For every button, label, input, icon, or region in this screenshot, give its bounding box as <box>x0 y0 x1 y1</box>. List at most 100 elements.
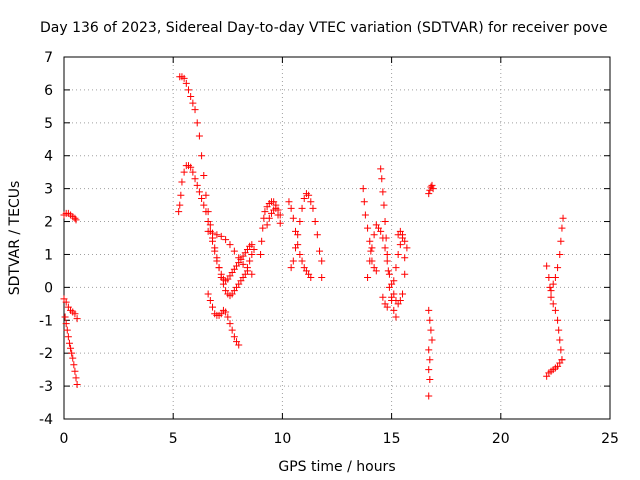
y-tick-label: 6 <box>44 83 53 99</box>
data-point <box>385 283 393 291</box>
y-tick-label: 7 <box>44 50 53 66</box>
data-point <box>307 198 315 206</box>
data-point <box>377 165 385 173</box>
series-arc-e <box>176 73 258 300</box>
data-point <box>265 214 273 222</box>
data-point <box>428 336 436 344</box>
data-point <box>296 250 304 258</box>
data-point <box>394 250 402 258</box>
data-point <box>425 190 433 198</box>
data-point <box>546 283 554 291</box>
data-point <box>383 303 391 311</box>
series-arc-p <box>547 214 567 295</box>
data-point <box>543 262 551 270</box>
y-tick-label: 4 <box>44 149 53 165</box>
data-point <box>69 354 77 362</box>
data-point <box>370 231 378 239</box>
data-point <box>381 244 389 252</box>
data-point <box>180 168 188 176</box>
series-arc-j <box>359 185 407 308</box>
y-tick-label: 1 <box>44 247 53 263</box>
data-point <box>311 218 319 226</box>
data-point <box>559 214 567 222</box>
data-point <box>558 224 566 232</box>
data-point <box>426 186 434 194</box>
data-point <box>425 392 433 400</box>
data-point <box>366 237 374 245</box>
data-point <box>276 219 284 227</box>
plot-frame <box>63 56 611 420</box>
data-point <box>298 257 306 265</box>
data-point <box>309 204 317 212</box>
data-point <box>366 257 374 265</box>
data-point <box>250 246 258 254</box>
data-point <box>259 224 267 232</box>
x-axis-label: GPS time / hours <box>278 459 395 475</box>
data-point <box>557 346 565 354</box>
x-tick-label: 5 <box>169 431 178 447</box>
data-point <box>287 204 295 212</box>
data-point <box>257 250 265 258</box>
data-point <box>379 188 387 196</box>
data-point <box>198 152 206 160</box>
data-point <box>202 191 210 199</box>
data-point <box>263 221 271 229</box>
data-point <box>368 244 376 252</box>
data-point <box>211 244 219 252</box>
series-arc-k <box>377 165 411 321</box>
y-tick-label: 5 <box>44 116 53 132</box>
data-point <box>222 308 230 316</box>
data-point <box>361 211 369 219</box>
data-point <box>316 247 324 255</box>
data-point <box>71 310 79 318</box>
grid <box>64 57 610 419</box>
data-point <box>360 198 368 206</box>
data-point <box>425 306 433 314</box>
data-point <box>217 232 225 240</box>
data-point <box>65 339 73 347</box>
data-point <box>555 326 563 334</box>
series-arc-h <box>257 198 284 258</box>
data-point <box>547 293 555 301</box>
data-point <box>73 380 81 388</box>
series-arc-f <box>204 290 243 349</box>
data-point <box>399 290 407 298</box>
data-point <box>551 273 559 281</box>
data-point <box>287 264 295 272</box>
data-point <box>384 267 392 275</box>
data-point <box>180 74 188 82</box>
data-point <box>222 236 230 244</box>
data-point <box>184 86 192 94</box>
data-point <box>67 344 75 352</box>
data-point <box>246 257 254 265</box>
data-point <box>71 367 79 375</box>
data-point <box>554 264 562 272</box>
x-tick-label: 0 <box>60 431 69 447</box>
data-point <box>226 320 234 328</box>
data-point <box>396 241 404 249</box>
data-point <box>187 163 195 171</box>
data-point <box>427 326 435 334</box>
data-point <box>292 244 300 252</box>
data-point <box>549 300 557 308</box>
data-point <box>381 218 389 226</box>
data-point <box>551 306 559 314</box>
data-point <box>61 313 69 321</box>
data-point <box>556 336 564 344</box>
data-point <box>429 185 437 193</box>
data-point <box>554 316 562 324</box>
data-point <box>217 273 225 281</box>
series-arc-a <box>60 209 80 224</box>
series-arc-c <box>61 313 81 388</box>
data-point <box>219 280 227 288</box>
data-point <box>392 264 400 272</box>
data-point <box>200 201 208 209</box>
data-point <box>204 227 212 235</box>
chart-title: Day 136 of 2023, Sidereal Day-to-day VTE… <box>40 20 608 36</box>
y-tick-label: -3 <box>39 379 53 395</box>
data-point <box>230 333 238 341</box>
data-point <box>359 185 367 193</box>
data-point <box>392 313 400 321</box>
data-point <box>401 237 409 245</box>
data-point <box>556 250 564 258</box>
